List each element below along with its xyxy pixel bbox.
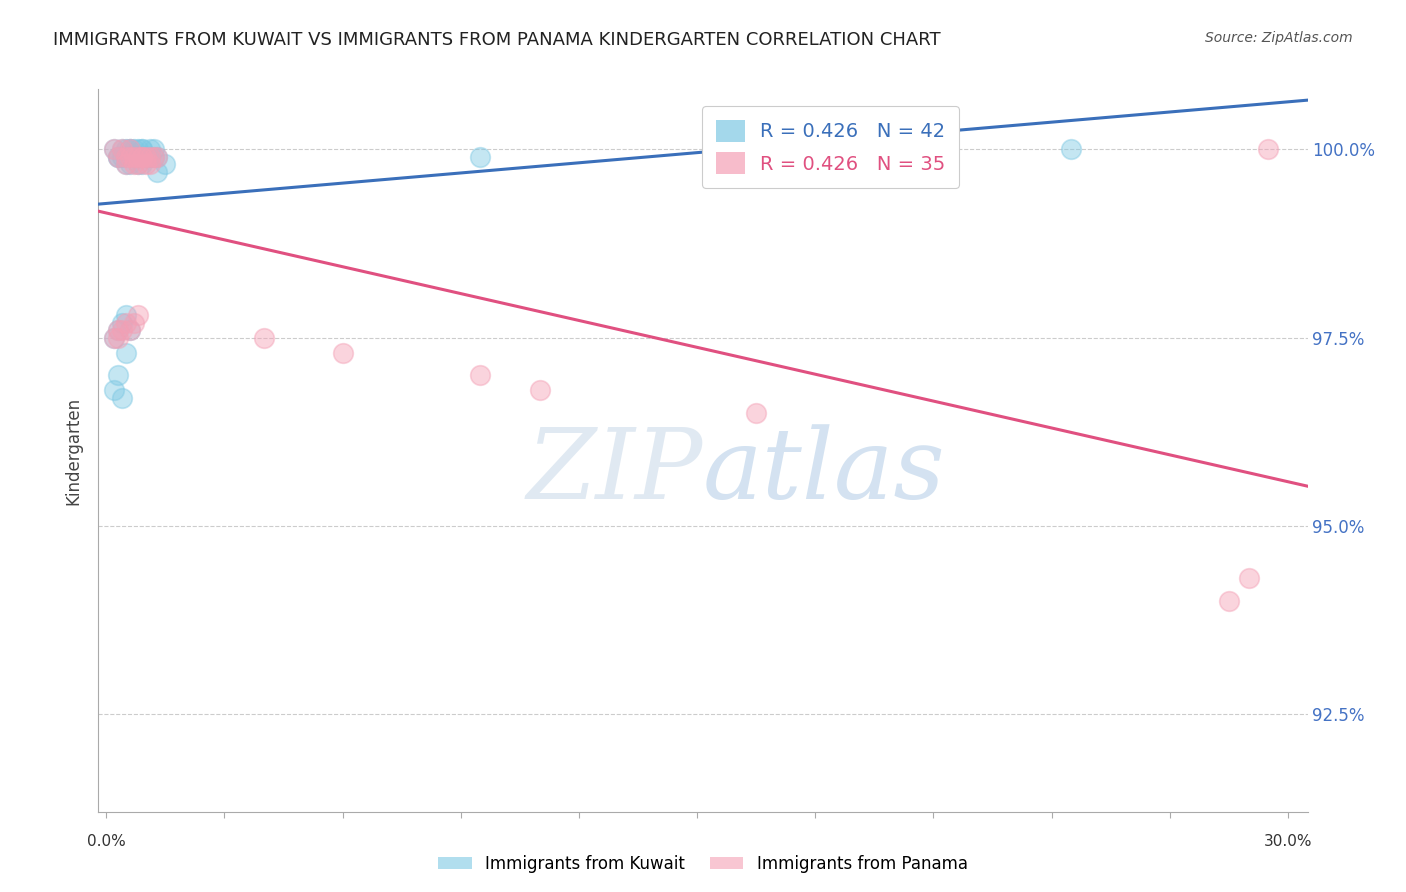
Point (138, 150, 160, 164)
Point (155, 157, 177, 171)
Point (118, 157, 141, 171)
Point (122, 150, 145, 164)
Point (122, 150, 145, 164)
Point (142, 143, 165, 157)
Point (118, 143, 141, 157)
Text: IMMIGRANTS FROM KUWAIT VS IMMIGRANTS FROM PANAMA KINDERGARTEN CORRELATION CHART: IMMIGRANTS FROM KUWAIT VS IMMIGRANTS FRO… (53, 31, 941, 49)
Text: 0.0%: 0.0% (87, 834, 125, 849)
Point (131, 150, 153, 164)
Point (107, 150, 129, 164)
Point (146, 150, 169, 164)
Point (138, 143, 160, 157)
Y-axis label: Kindergarten: Kindergarten (65, 396, 83, 505)
Point (142, 150, 165, 164)
Text: 30.0%: 30.0% (1264, 834, 1312, 849)
Point (118, 323, 141, 337)
Point (122, 316, 145, 330)
Point (131, 157, 153, 171)
Point (111, 391, 134, 405)
Point (1060, 143, 1083, 157)
Point (706, 143, 728, 157)
Point (146, 150, 169, 164)
Point (103, 330, 125, 344)
Point (115, 157, 138, 171)
Point (115, 157, 138, 171)
Point (135, 150, 157, 164)
Point (332, 345, 354, 359)
Point (131, 150, 153, 164)
Point (127, 143, 149, 157)
Point (745, 406, 768, 420)
Point (115, 345, 138, 359)
Point (107, 150, 129, 164)
Point (103, 384, 125, 398)
Point (111, 143, 134, 157)
Legend: R = 0.426   N = 42, R = 0.426   N = 35: R = 0.426 N = 42, R = 0.426 N = 35 (702, 106, 959, 188)
Point (135, 150, 157, 164)
Legend: Immigrants from Kuwait, Immigrants from Panama: Immigrants from Kuwait, Immigrants from … (432, 848, 974, 880)
Point (470, 150, 492, 164)
Point (118, 143, 141, 157)
Point (127, 157, 149, 171)
Point (127, 150, 149, 164)
Point (142, 150, 165, 164)
Point (107, 323, 129, 337)
Point (1237, 571, 1260, 585)
Point (470, 368, 492, 383)
Text: ZIP: ZIP (527, 425, 703, 520)
Point (138, 150, 160, 164)
Point (135, 157, 157, 171)
Point (115, 150, 138, 164)
Point (135, 150, 157, 164)
Point (107, 368, 129, 383)
Text: atlas: atlas (703, 425, 946, 520)
Point (127, 308, 149, 322)
Point (115, 150, 138, 164)
Text: Source: ZipAtlas.com: Source: ZipAtlas.com (1205, 31, 1353, 45)
Point (111, 323, 134, 337)
Point (107, 150, 129, 164)
Point (127, 150, 149, 164)
Point (1218, 594, 1240, 608)
Point (138, 157, 160, 171)
Point (122, 157, 145, 171)
Point (103, 143, 125, 157)
Point (131, 143, 153, 157)
Point (107, 323, 129, 337)
Point (115, 316, 138, 330)
Point (146, 165, 169, 179)
Point (118, 150, 141, 164)
Point (115, 143, 138, 157)
Point (1257, 143, 1279, 157)
Point (111, 143, 134, 157)
Point (122, 150, 145, 164)
Point (115, 308, 138, 322)
Point (131, 143, 153, 157)
Point (253, 330, 276, 344)
Point (103, 143, 125, 157)
Point (107, 330, 129, 344)
Point (122, 143, 145, 157)
Point (529, 384, 551, 398)
Point (127, 157, 149, 171)
Point (118, 143, 141, 157)
Point (103, 330, 125, 344)
Point (135, 150, 157, 164)
Point (111, 150, 134, 164)
Point (118, 323, 141, 337)
Point (111, 316, 134, 330)
